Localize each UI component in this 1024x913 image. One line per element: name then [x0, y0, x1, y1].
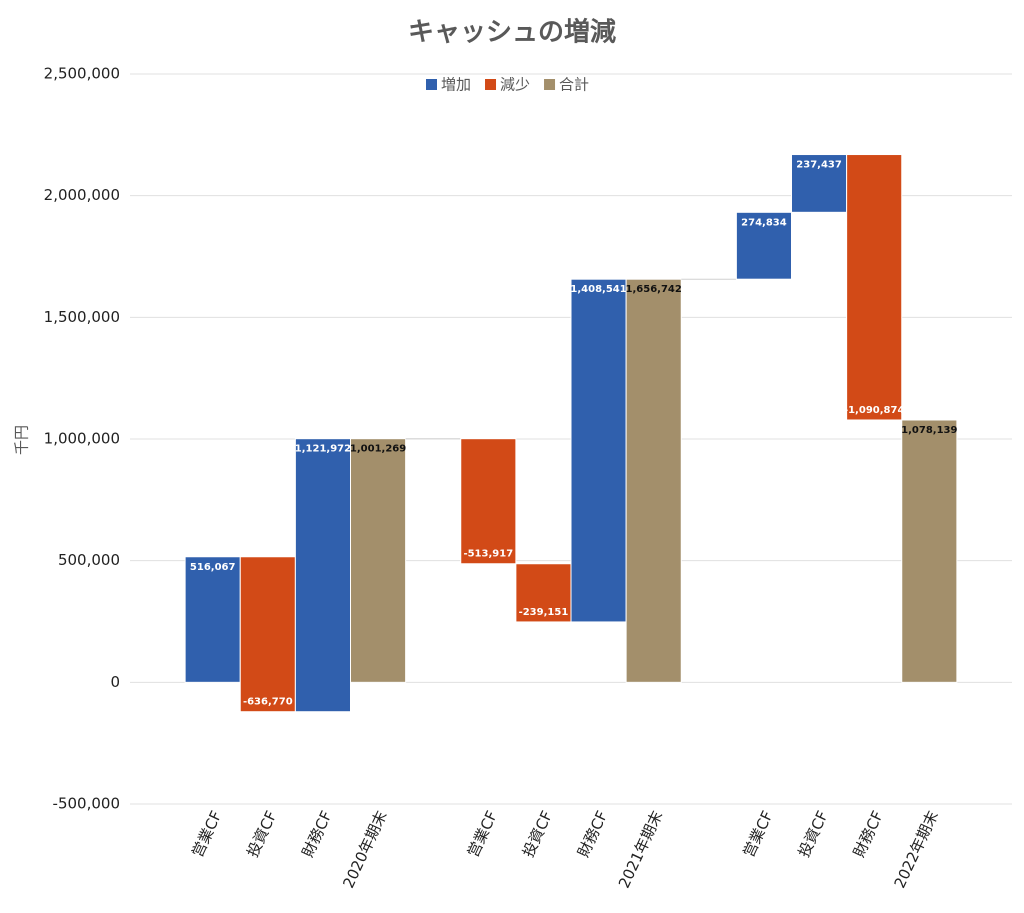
- legend-label: 増加: [441, 76, 471, 94]
- data-label: 1,121,972: [295, 444, 351, 455]
- bar: [791, 154, 848, 213]
- bar: [625, 278, 682, 683]
- legend-label: 合計: [559, 76, 589, 94]
- x-tick: 2020年期末: [339, 808, 390, 891]
- x-tick-label: 投資CF: [795, 808, 832, 860]
- data-label: -636,770: [243, 697, 293, 708]
- data-label: 1,656,742: [626, 284, 682, 295]
- y-tick-label: 2,000,000: [44, 186, 120, 204]
- x-tick-label: 2020年期末: [339, 808, 390, 891]
- data-label: 1,408,541: [570, 284, 626, 295]
- legend: 増加 減少 合計: [426, 76, 589, 94]
- data-label: 1,001,269: [350, 444, 406, 455]
- data-label: -513,917: [463, 549, 513, 560]
- x-tick-label: 財務CF: [574, 808, 611, 860]
- bar: [901, 419, 958, 683]
- y-tick-label: 500,000: [58, 551, 120, 569]
- x-tick-label: 営業CF: [188, 808, 225, 860]
- y-tick-label: 2,500,000: [44, 65, 120, 83]
- x-tick-label: 2022年期末: [891, 808, 942, 891]
- legend-swatch: [485, 79, 497, 90]
- x-tick: 営業CF: [740, 808, 777, 860]
- bar: [846, 154, 903, 421]
- y-tick-label: -500,000: [53, 795, 120, 813]
- x-tick-label: 2021年期末: [615, 808, 666, 891]
- x-tick: 営業CF: [188, 808, 225, 860]
- x-tick: 財務CF: [574, 808, 611, 860]
- data-label: 1,078,139: [901, 425, 957, 436]
- data-label: -1,090,874: [844, 405, 904, 416]
- bar: [515, 563, 572, 623]
- y-tick-label: 0: [110, 673, 120, 691]
- bar: [294, 438, 351, 713]
- data-label: -239,151: [519, 607, 569, 618]
- y-axis-title: 千円: [13, 425, 31, 455]
- x-tick-label: 投資CF: [519, 808, 556, 860]
- legend-swatch: [426, 79, 437, 90]
- bar: [460, 438, 517, 565]
- x-tick: 財務CF: [850, 808, 887, 860]
- x-tick: 投資CF: [519, 808, 556, 860]
- y-tick-label: 1,500,000: [44, 308, 120, 326]
- bar: [239, 556, 296, 713]
- x-tick-label: 営業CF: [740, 808, 777, 860]
- data-label: 516,067: [190, 562, 236, 573]
- x-tick-label: 財務CF: [299, 808, 336, 860]
- data-label: 274,834: [741, 217, 787, 228]
- bar: [570, 278, 627, 623]
- x-tick: 営業CF: [464, 808, 501, 860]
- x-tick: 投資CF: [795, 808, 832, 860]
- x-tick: 2022年期末: [891, 808, 942, 891]
- legend-label: 減少: [500, 76, 530, 94]
- x-tick-label: 投資CF: [243, 808, 280, 860]
- x-tick-label: 財務CF: [850, 808, 887, 860]
- data-label: 237,437: [796, 160, 842, 171]
- chart-title: キャッシュの増減: [408, 18, 616, 48]
- x-tick-label: 営業CF: [464, 808, 501, 860]
- bar: [735, 211, 792, 280]
- bar: [184, 556, 241, 683]
- x-tick: 財務CF: [299, 808, 336, 860]
- x-tick: 投資CF: [243, 808, 280, 860]
- legend-swatch: [544, 79, 556, 90]
- bar: [350, 438, 407, 683]
- x-tick: 2021年期末: [615, 808, 666, 891]
- y-tick-label: 1,000,000: [44, 430, 120, 448]
